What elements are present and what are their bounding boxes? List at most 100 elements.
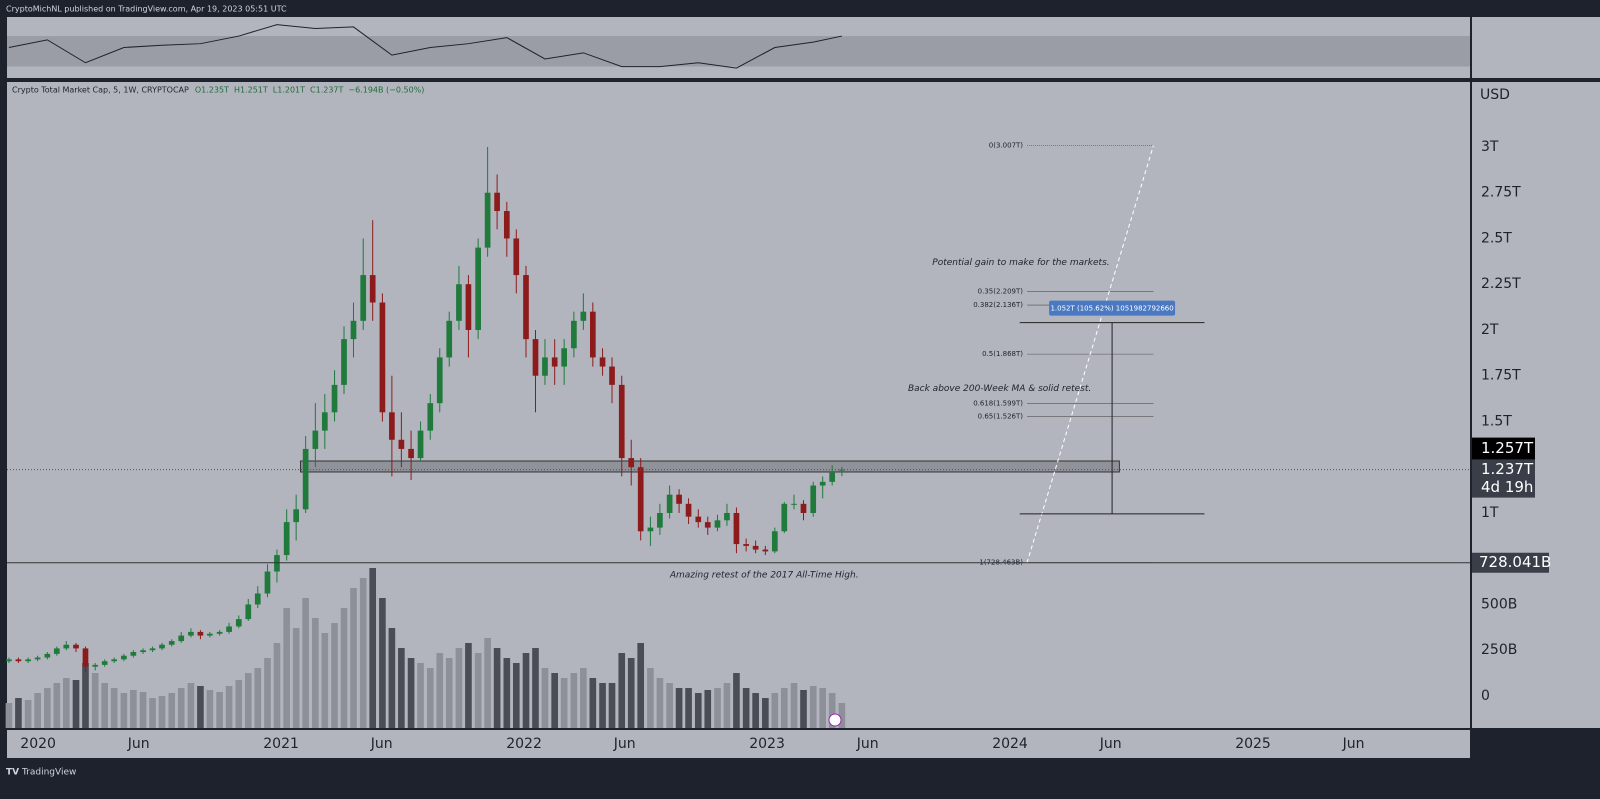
volume-bar [762, 698, 769, 728]
volume-bar [733, 673, 740, 728]
candle-body [589, 311, 596, 358]
candle-body [274, 555, 280, 572]
candle-body [571, 320, 577, 349]
volume-bar [292, 628, 300, 728]
legend: Crypto Total Market Cap, 5, 1W, CRYPTOCA… [12, 86, 424, 95]
volume-bar [158, 696, 166, 728]
y-tick-label: 3T [1481, 139, 1499, 155]
event-icon[interactable] [828, 713, 842, 727]
candle-body [379, 302, 386, 413]
volume-bar [723, 683, 731, 728]
candle-body [360, 275, 367, 321]
candle-body [389, 412, 395, 440]
x-tick-label: 2025 [1235, 736, 1271, 752]
volume-bar [819, 688, 827, 728]
price-tag-label: 728.041B [1479, 553, 1551, 571]
volume-bar [15, 698, 22, 728]
fib-trend [1026, 145, 1154, 563]
y-tick-label: 1T [1481, 505, 1499, 521]
volume-bar [580, 668, 587, 728]
rsi-axis [1472, 17, 1600, 78]
candle-body [226, 626, 232, 632]
volume-bar [120, 693, 128, 728]
y-tick-label: 2T [1481, 322, 1499, 338]
volume-bar [53, 683, 61, 728]
volume-bar [139, 692, 147, 728]
volume-bar [465, 643, 472, 728]
candle-body [15, 659, 22, 662]
legend-value: C1.237T [310, 86, 343, 95]
fib-label: 0.618(1.599T) [973, 399, 1023, 407]
volume-bar [417, 663, 424, 728]
volume-bar [379, 598, 386, 728]
candle-body [752, 545, 759, 550]
volume-bar [388, 628, 396, 728]
volume-bar [302, 598, 309, 728]
volume-bar [541, 668, 549, 728]
volume-bar [800, 690, 807, 728]
candle-body [456, 284, 462, 321]
candle-body [580, 311, 587, 321]
volume-bar [532, 648, 539, 728]
x-tick-label: 2021 [263, 736, 299, 752]
candle-body [695, 516, 702, 523]
candle-body [293, 509, 299, 523]
candle-body [475, 247, 481, 330]
candle-body [771, 531, 778, 552]
volume-bar [484, 638, 491, 728]
candle-body [321, 412, 328, 431]
volume-bar [551, 673, 559, 728]
volume-bar [838, 703, 846, 728]
legend-value: L1.201T [273, 86, 305, 95]
volume-bar [627, 658, 635, 728]
candle-body [207, 633, 213, 636]
candle-body [561, 348, 568, 367]
x-tick-label: Jun [856, 736, 879, 752]
volume-bar [685, 688, 692, 728]
candle-body [666, 494, 673, 513]
candle-body [168, 641, 175, 645]
volume-bar [321, 633, 329, 728]
volume-bar [331, 623, 338, 728]
volume-bar [216, 692, 223, 728]
candle-body [791, 503, 797, 505]
volume-bar [637, 643, 645, 728]
candle-body [800, 503, 807, 513]
rsi-band [7, 36, 1470, 67]
volume-bar [694, 693, 702, 728]
volume-bar [110, 688, 118, 728]
volume-bar [91, 673, 99, 728]
x-tick-label: 2022 [506, 736, 542, 752]
footer: TradingView [21, 768, 76, 778]
x-tick-label: Jun [613, 736, 636, 752]
candle-body [465, 284, 472, 330]
volume-bar [436, 653, 444, 728]
candle-body [829, 472, 836, 482]
candle-body [743, 544, 749, 546]
volume-bar [647, 668, 654, 728]
legend-title: Crypto Total Market Cap, 5, 1W, CRYPTOCA… [12, 86, 189, 95]
volume-bar [666, 683, 673, 728]
y-tick-label: 500B [1481, 596, 1517, 612]
volume-bar [675, 688, 683, 728]
candle-body [216, 631, 223, 634]
candle-body [618, 384, 625, 459]
volume-bar [235, 680, 243, 728]
candle-body [609, 366, 615, 385]
volume-bar [149, 698, 156, 728]
volume-bar [206, 690, 214, 728]
volume-bar [560, 678, 568, 728]
candle-body [73, 644, 79, 649]
candle-body [542, 357, 548, 376]
volume-bar [780, 688, 788, 728]
y-tick-label: 2.5T [1481, 230, 1512, 246]
volume-bar [522, 653, 530, 728]
candle-body [503, 211, 510, 239]
volume-bar [828, 693, 836, 728]
candle-body [417, 430, 424, 459]
candle-body [494, 192, 500, 212]
volume-bar [714, 688, 721, 728]
support-zone [300, 460, 1120, 473]
candle-body [302, 448, 309, 510]
